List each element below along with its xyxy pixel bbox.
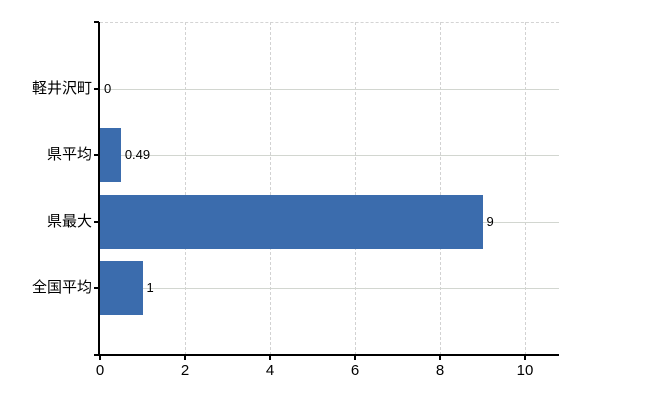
x-axis-tick xyxy=(269,355,271,360)
x-tick-label: 0 xyxy=(95,362,105,379)
x-tick-label: 4 xyxy=(265,362,275,379)
value-label: 0.49 xyxy=(124,147,151,163)
x-axis-tick xyxy=(354,355,356,360)
x-tick-label: 10 xyxy=(516,362,534,379)
bar xyxy=(100,128,121,183)
x-axis-line xyxy=(94,354,559,356)
category-label: 県平均 xyxy=(46,146,92,164)
category-label: 県最大 xyxy=(46,212,92,230)
x-axis-tick xyxy=(524,355,526,360)
y-axis-tick xyxy=(94,87,99,90)
category-label: 軽井沢町 xyxy=(31,79,92,97)
gridline-vertical xyxy=(185,22,186,355)
gridline-vertical xyxy=(440,22,441,355)
x-tick-label: 8 xyxy=(435,362,445,379)
gridline-vertical xyxy=(270,22,271,355)
value-label: 0 xyxy=(104,80,112,96)
y-axis-tick xyxy=(94,287,99,290)
gridline-vertical xyxy=(355,22,356,355)
y-axis-tick xyxy=(94,220,99,223)
x-axis-tick xyxy=(439,355,441,360)
plot-top-border xyxy=(100,22,559,23)
x-tick-label: 6 xyxy=(350,362,360,379)
bar xyxy=(100,261,143,316)
gridline-vertical xyxy=(525,22,526,355)
gridline-horizontal xyxy=(100,155,559,157)
value-label: 1 xyxy=(146,280,154,296)
gridline-horizontal xyxy=(100,288,559,290)
y-axis-tick xyxy=(94,154,99,157)
bar xyxy=(100,194,483,249)
y-axis-tick xyxy=(94,21,99,23)
y-axis-line xyxy=(98,22,100,355)
category-label: 全国平均 xyxy=(31,279,92,297)
value-label: 9 xyxy=(486,213,494,229)
x-axis-tick xyxy=(99,355,101,360)
x-tick-label: 2 xyxy=(180,362,190,379)
x-axis-tick xyxy=(184,355,186,360)
gridline-horizontal xyxy=(100,88,559,90)
